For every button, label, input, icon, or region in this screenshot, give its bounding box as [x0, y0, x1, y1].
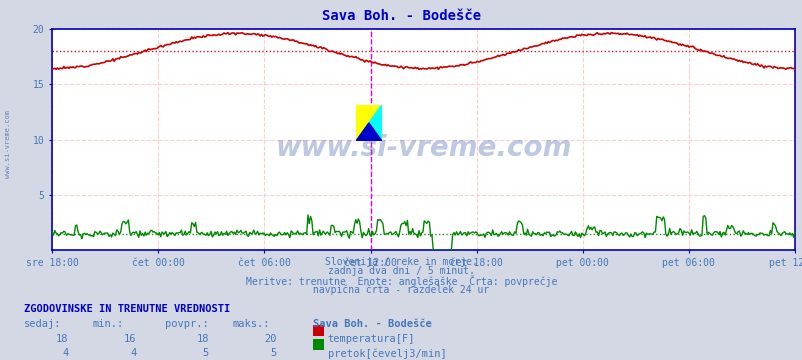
Text: Meritve: trenutne  Enote: anglešaške  Črta: povprečje: Meritve: trenutne Enote: anglešaške Črta…: [245, 275, 557, 287]
Text: Sava Boh. - Bodešče: Sava Boh. - Bodešče: [322, 9, 480, 23]
Text: 5: 5: [270, 348, 277, 358]
Text: temperatura[F]: temperatura[F]: [327, 334, 415, 344]
Text: maks.:: maks.:: [233, 319, 270, 329]
Text: 16: 16: [124, 334, 136, 344]
Text: ZGODOVINSKE IN TRENUTNE VREDNOSTI: ZGODOVINSKE IN TRENUTNE VREDNOSTI: [24, 304, 230, 314]
Text: navpična črta - razdelek 24 ur: navpična črta - razdelek 24 ur: [313, 284, 489, 295]
Text: pretok[čevelj3/min]: pretok[čevelj3/min]: [327, 348, 446, 359]
Text: www.si-vreme.com: www.si-vreme.com: [5, 110, 11, 178]
Polygon shape: [355, 105, 381, 141]
Text: Slovenija / reke in morje.: Slovenija / reke in morje.: [325, 257, 477, 267]
Text: min.:: min.:: [92, 319, 124, 329]
Text: 20: 20: [264, 334, 277, 344]
Text: 18: 18: [196, 334, 209, 344]
Text: 5: 5: [202, 348, 209, 358]
Text: 4: 4: [62, 348, 68, 358]
Text: povpr.:: povpr.:: [164, 319, 208, 329]
Text: Sava Boh. - Bodešče: Sava Boh. - Bodešče: [313, 319, 431, 329]
Text: 18: 18: [55, 334, 68, 344]
Polygon shape: [355, 123, 381, 141]
Polygon shape: [355, 105, 381, 141]
Text: www.si-vreme.com: www.si-vreme.com: [275, 134, 571, 162]
Text: zadnja dva dni / 5 minut.: zadnja dva dni / 5 minut.: [328, 266, 474, 276]
Text: sedaj:: sedaj:: [24, 319, 62, 329]
Text: 4: 4: [130, 348, 136, 358]
